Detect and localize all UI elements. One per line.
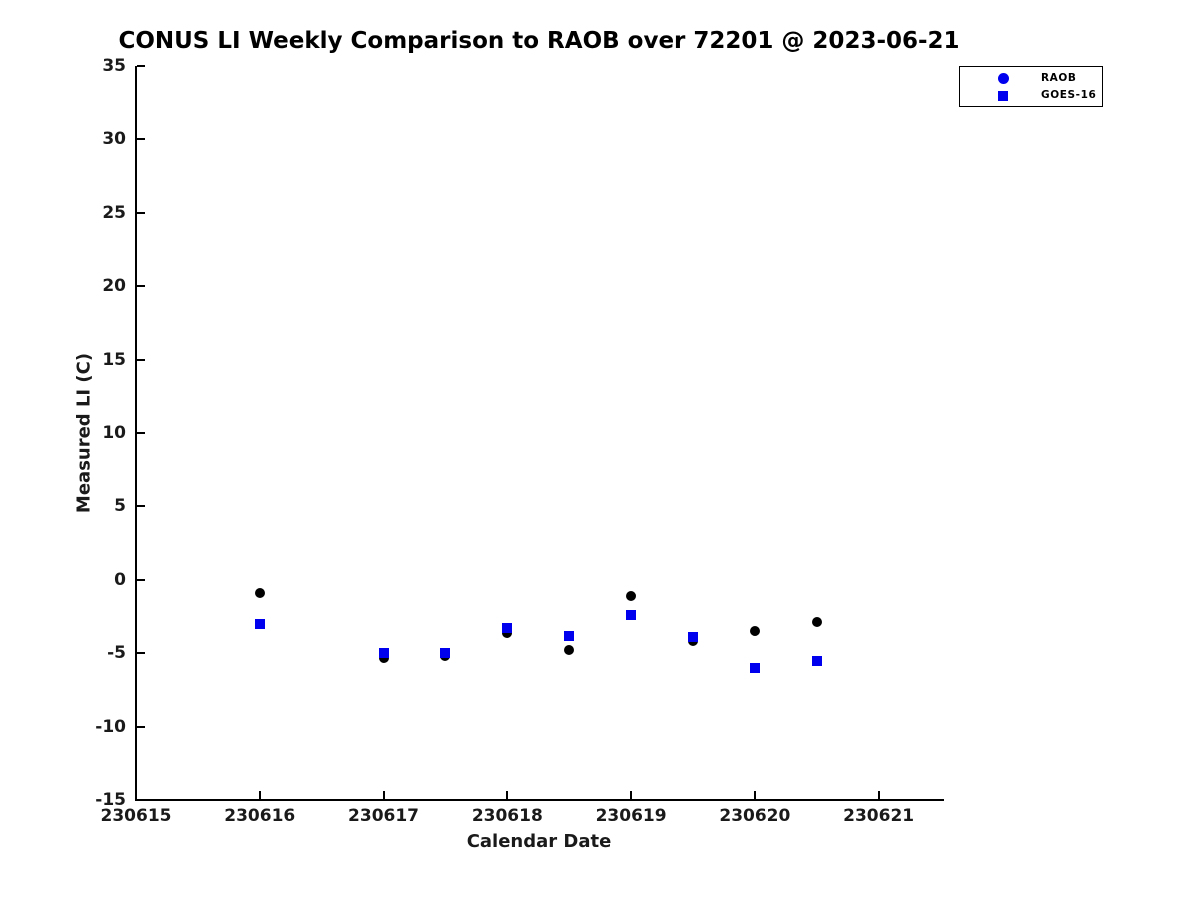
y-tick (137, 652, 145, 655)
y-tick-label: 5 (114, 496, 126, 517)
data-point-raob (254, 588, 265, 598)
circle-marker-icon (998, 73, 1009, 84)
x-tick-label: 230618 (471, 806, 543, 826)
x-tick (258, 791, 261, 799)
x-tick (877, 791, 880, 799)
y-tick (137, 285, 145, 288)
x-tick-label: 230615 (100, 806, 172, 826)
y-tick-label: 15 (102, 349, 126, 370)
data-point-raob (749, 626, 760, 637)
data-point-raob (811, 617, 822, 628)
legend-row-goes-16: GOES-16 (960, 87, 1102, 105)
data-point-goes-16 (811, 655, 822, 666)
y-tick-label: -5 (107, 643, 126, 664)
y-tick-label: 35 (102, 56, 126, 76)
x-tick-label: 230619 (595, 806, 667, 826)
y-tick (137, 432, 145, 434)
data-point-goes-16 (440, 648, 451, 659)
data-point-goes-16 (254, 618, 265, 629)
y-tick (137, 65, 145, 67)
data-point-goes-16 (502, 623, 513, 634)
data-point-goes-16 (687, 632, 698, 643)
y-tick-label: 30 (102, 129, 126, 150)
legend-label-raob: RAOB (1041, 72, 1077, 84)
legend-label-goes-16: GOES-16 (1041, 89, 1097, 101)
x-tick (506, 791, 509, 799)
y-tick (137, 138, 145, 141)
chart-title: CONUS LI Weekly Comparison to RAOB over … (118, 28, 960, 54)
x-tick (630, 791, 633, 799)
x-tick (382, 791, 385, 799)
y-tick-label: 20 (102, 276, 126, 297)
y-tick (137, 358, 145, 361)
square-marker-icon (998, 91, 1008, 101)
y-axis-title: Measured LI (C) (73, 352, 95, 514)
data-point-goes-16 (626, 610, 637, 621)
y-tick (137, 799, 145, 801)
y-tick-label: -10 (95, 716, 126, 737)
y-axis-spine (135, 66, 137, 801)
x-tick-label: 230617 (348, 806, 420, 826)
y-tick (137, 211, 145, 214)
y-tick-label: -15 (95, 790, 126, 810)
x-tick (135, 791, 137, 799)
x-tick-label: 230620 (719, 806, 791, 826)
legend-row-raob: RAOB (960, 70, 1102, 88)
y-tick-label: 0 (114, 569, 126, 590)
data-point-goes-16 (564, 630, 575, 641)
y-tick-label: 10 (102, 423, 126, 443)
y-tick (137, 725, 145, 728)
x-axis-title: Calendar Date (466, 831, 612, 852)
y-tick (137, 505, 145, 508)
y-tick-label: 25 (102, 202, 126, 223)
x-tick-label: 230621 (843, 806, 915, 826)
data-point-goes-16 (378, 648, 389, 659)
data-point-raob (626, 590, 637, 601)
legend: RAOB GOES-16 (959, 66, 1103, 107)
y-tick (137, 578, 145, 581)
x-tick (753, 791, 756, 799)
x-tick-label: 230616 (224, 806, 296, 826)
data-point-raob (564, 645, 575, 656)
data-point-goes-16 (749, 662, 760, 673)
x-axis-spine (135, 799, 944, 801)
